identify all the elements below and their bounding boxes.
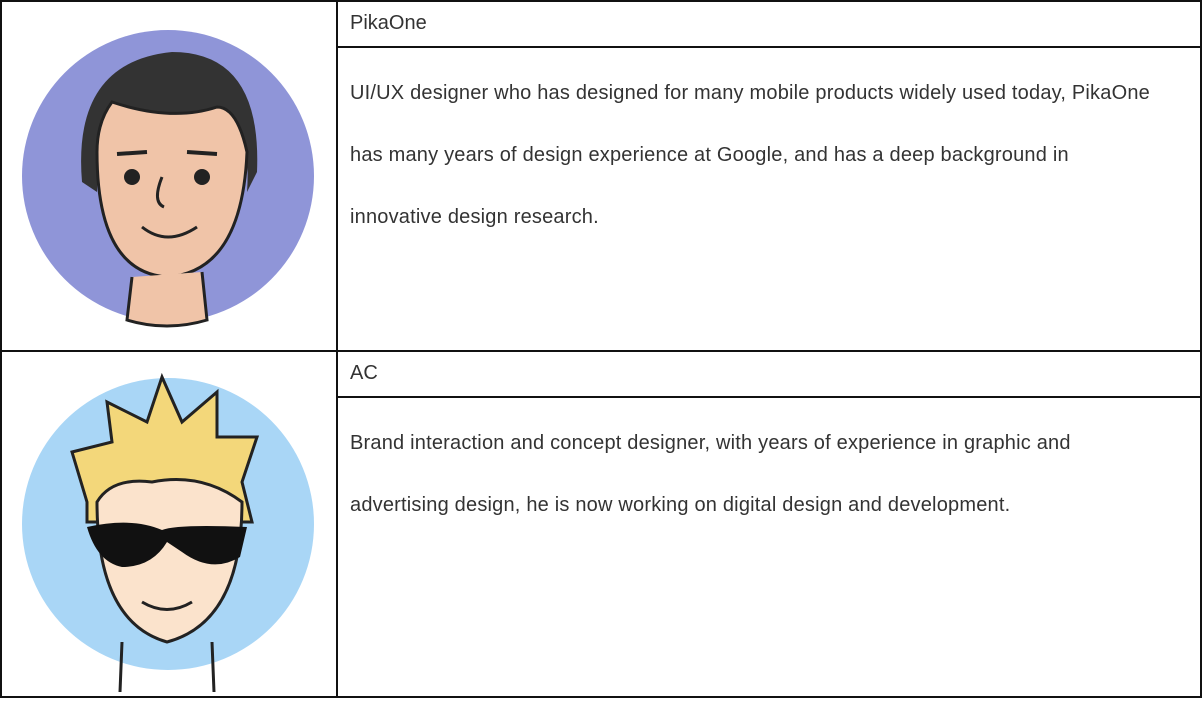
profile-row: PikaOne UI/UX designer who has designed … (0, 0, 1202, 352)
person-name: AC (338, 352, 1200, 398)
avatar-cell (2, 352, 338, 696)
person-name: PikaOne (338, 2, 1200, 48)
avatar (22, 372, 314, 693)
person-bio: Brand interaction and concept designer, … (350, 432, 1071, 516)
person-bio: UI/UX designer who has designed for many… (350, 82, 1150, 228)
profile-row: AC Brand interaction and concept designe… (0, 350, 1202, 698)
avatar (22, 30, 314, 328)
avatar-cell (2, 2, 338, 350)
